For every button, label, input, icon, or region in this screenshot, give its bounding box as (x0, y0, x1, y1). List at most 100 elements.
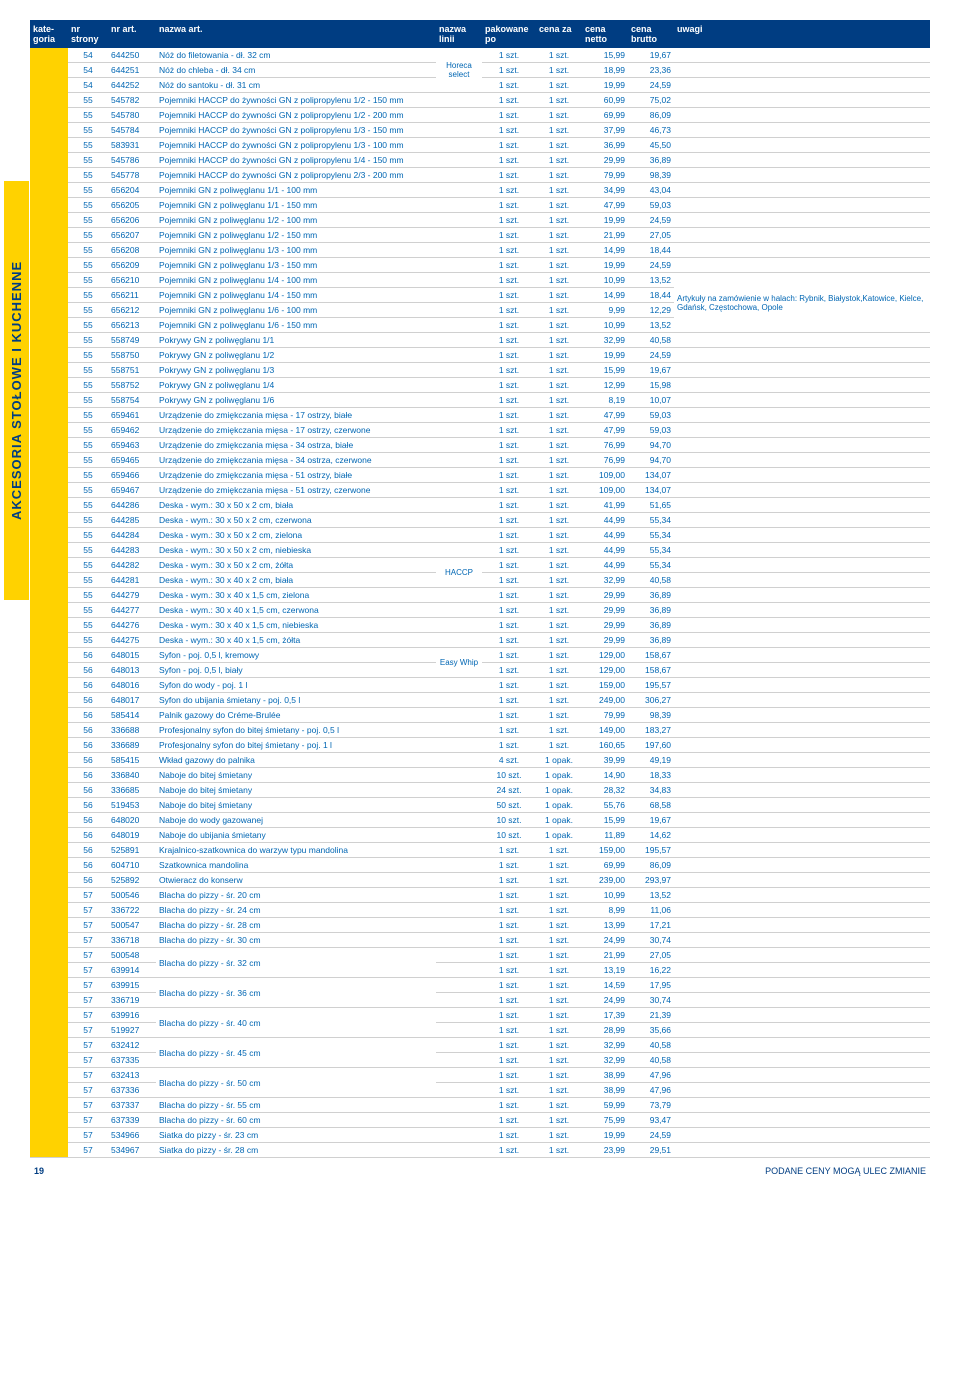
cell-per: 1 szt. (536, 348, 582, 363)
cell-per: 1 szt. (536, 258, 582, 273)
cell-note (674, 648, 930, 663)
cell-page: 55 (68, 333, 108, 348)
cell-name: Pojemniki HACCP do żywności GN z polipro… (156, 168, 436, 183)
cell-net: 29,99 (582, 633, 628, 648)
cell-note (674, 978, 930, 993)
cell-per: 1 szt. (536, 723, 582, 738)
cell-page: 55 (68, 168, 108, 183)
cell-pack: 1 szt. (482, 438, 536, 453)
cell-net: 14,99 (582, 288, 628, 303)
cell-note (674, 1098, 930, 1113)
cell-pack: 1 szt. (482, 468, 536, 483)
cell-page: 55 (68, 543, 108, 558)
cell-name: Nóż do filetowania - dł. 32 cm (156, 48, 436, 63)
cell-pack: 1 szt. (482, 153, 536, 168)
table-row: 55558754Pokrywy GN z poliwęglanu 1/61 sz… (30, 393, 930, 408)
cell-pack: 1 szt. (482, 498, 536, 513)
cell-per: 1 szt. (536, 888, 582, 903)
cell-net: 19,99 (582, 348, 628, 363)
cell-art: 644279 (108, 588, 156, 603)
cell-note (674, 453, 930, 468)
cell-page: 57 (68, 963, 108, 978)
cell-pack: 1 szt. (482, 573, 536, 588)
cell-page: 57 (68, 1098, 108, 1113)
cell-gross: 94,70 (628, 438, 674, 453)
cell-art: 644277 (108, 603, 156, 618)
cell-note (674, 438, 930, 453)
cell-page: 55 (68, 288, 108, 303)
cell-net: 28,32 (582, 783, 628, 798)
cell-line (436, 798, 482, 813)
cell-gross: 21,39 (628, 1008, 674, 1023)
cell-pack: 1 szt. (482, 663, 536, 678)
cell-per: 1 szt. (536, 123, 582, 138)
cell-net: 47,99 (582, 198, 628, 213)
cell-net: 15,99 (582, 48, 628, 63)
cell-pack: 1 szt. (482, 1068, 536, 1083)
cell-pack: 1 szt. (482, 633, 536, 648)
cell-page: 55 (68, 453, 108, 468)
cell-net: 32,99 (582, 1038, 628, 1053)
cell-pack: 50 szt. (482, 798, 536, 813)
cell-page: 55 (68, 408, 108, 423)
cell-per: 1 szt. (536, 1098, 582, 1113)
cell-gross: 40,58 (628, 1053, 674, 1068)
cell-name: Pokrywy GN z poliwęglanu 1/4 (156, 378, 436, 393)
cell-page: 55 (68, 138, 108, 153)
cell-name: Blacha do pizzy - śr. 45 cm (156, 1038, 436, 1068)
cell-page: 56 (68, 843, 108, 858)
cell-line (436, 543, 482, 558)
cell-art: 519927 (108, 1023, 156, 1038)
cell-pack: 1 szt. (482, 513, 536, 528)
cell-pack: 1 szt. (482, 873, 536, 888)
cell-net: 109,00 (582, 468, 628, 483)
cell-net: 19,99 (582, 258, 628, 273)
cell-per: 1 opak. (536, 753, 582, 768)
cell-line (436, 1008, 482, 1023)
cell-art: 336722 (108, 903, 156, 918)
cell-pack: 1 szt. (482, 978, 536, 993)
cell-note (674, 633, 930, 648)
table-row: 56336685Naboje do bitej śmietany24 szt.1… (30, 783, 930, 798)
cell-per: 1 szt. (536, 1008, 582, 1023)
table-row: 57534966Siatka do pizzy - śr. 23 cm1 szt… (30, 1128, 930, 1143)
cell-name: Pojemniki GN z poliwęglanu 1/2 - 150 mm (156, 228, 436, 243)
cell-per: 1 szt. (536, 678, 582, 693)
cell-pack: 1 szt. (482, 843, 536, 858)
table-row: 56336688Profesjonalny syfon do bitej śmi… (30, 723, 930, 738)
cell-net: 15,99 (582, 363, 628, 378)
cell-pack: 1 szt. (482, 1113, 536, 1128)
cell-line (436, 1113, 482, 1128)
cell-page: 55 (68, 183, 108, 198)
table-row: 55644276Deska - wym.: 30 x 40 x 1,5 cm, … (30, 618, 930, 633)
cell-gross: 24,59 (628, 258, 674, 273)
table-row: 55644275Deska - wym.: 30 x 40 x 1,5 cm, … (30, 633, 930, 648)
cell-art: 639916 (108, 1008, 156, 1023)
cell-line (436, 468, 482, 483)
cell-name: Pojemniki GN z poliwęglanu 1/1 - 150 mm (156, 198, 436, 213)
table-row: 55558749Pokrywy GN z poliwęglanu 1/11 sz… (30, 333, 930, 348)
cell-pack: 1 szt. (482, 93, 536, 108)
cell-pack: 1 szt. (482, 138, 536, 153)
cell-art: 583931 (108, 138, 156, 153)
cell-per: 1 opak. (536, 798, 582, 813)
cell-page: 57 (68, 888, 108, 903)
cell-note (674, 1038, 930, 1053)
cell-per: 1 szt. (536, 1143, 582, 1158)
cell-name: Blacha do pizzy - śr. 60 cm (156, 1113, 436, 1128)
cell-name: Blacha do pizzy - śr. 55 cm (156, 1098, 436, 1113)
cell-page: 55 (68, 213, 108, 228)
cell-note (674, 903, 930, 918)
cell-per: 1 szt. (536, 708, 582, 723)
cell-net: 36,99 (582, 138, 628, 153)
cell-name: Naboje do ubijania śmietany (156, 828, 436, 843)
cell-net: 239,00 (582, 873, 628, 888)
cell-note (674, 918, 930, 933)
cell-name: Deska - wym.: 30 x 50 x 2 cm, żółta (156, 558, 436, 573)
cell-art: 656209 (108, 258, 156, 273)
cell-page: 55 (68, 123, 108, 138)
cell-line (436, 1053, 482, 1068)
cell-line (436, 813, 482, 828)
cell-pack: 1 szt. (482, 723, 536, 738)
cell-pack: 1 szt. (482, 393, 536, 408)
